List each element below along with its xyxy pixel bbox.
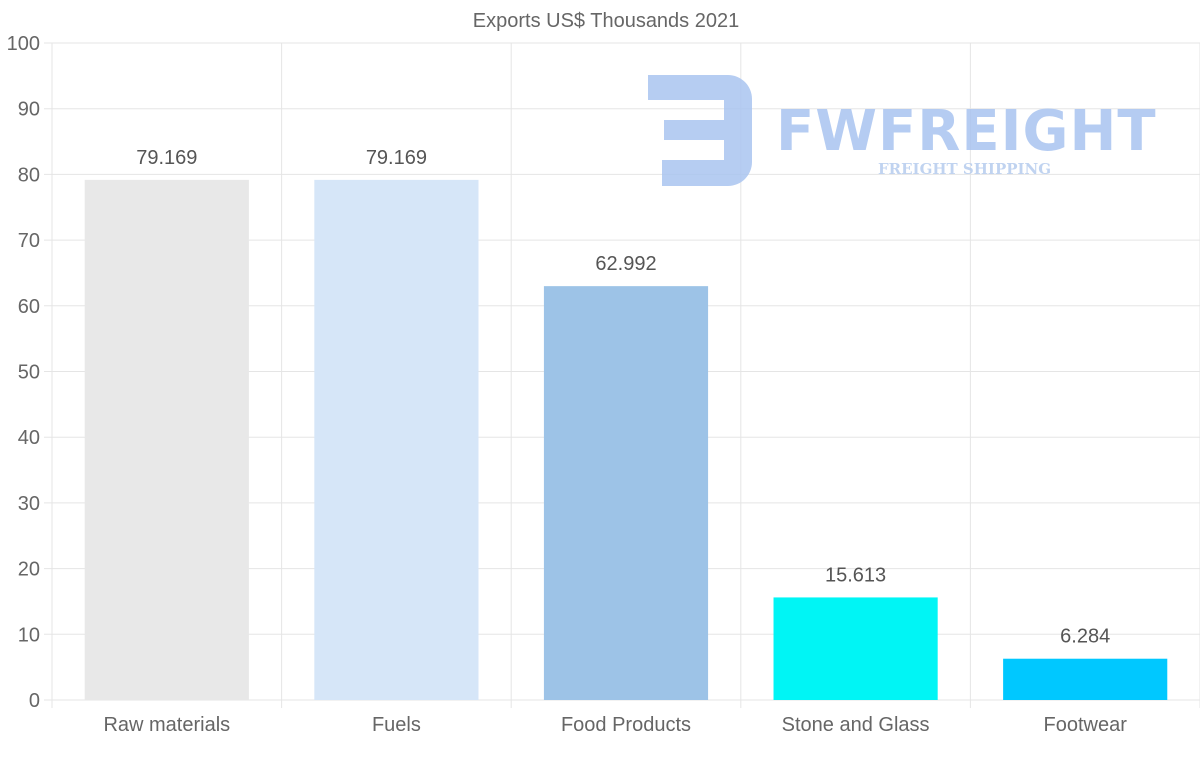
data-label: 62.992 [595,253,656,275]
bar[interactable] [773,597,938,700]
bars [84,179,1168,700]
y-tick-label: 80 [18,164,40,186]
x-axis: Raw materials Fuels Food Products Stone and… [103,714,1127,736]
bar[interactable] [314,179,479,700]
y-tick-label: 100 [7,33,40,55]
y-tick-label: 50 [18,362,40,384]
bar[interactable] [1003,658,1168,700]
x-tick-label: Footwear [1044,714,1128,736]
data-label: 15.613 [825,564,886,586]
x-tick-label: Stone and Glass [782,714,930,736]
chart-title: Exports US$ Thousands 2021 [473,10,739,32]
y-tick-label: 70 [18,230,40,252]
y-tick-label: 90 [18,99,40,121]
data-labels: 79.169 79.169 62.992 15.613 6.284 [136,147,1110,648]
y-tick-label: 40 [18,427,40,449]
y-tick-label: 10 [18,624,40,646]
fw-logo-icon [648,75,752,186]
bar[interactable] [543,286,709,700]
watermark-name: FWFREIGHT [776,99,1157,164]
watermark-logo: FWFREIGHT FREIGHT SHIPPING [648,75,1157,186]
y-tick-label: 20 [18,559,40,581]
data-label: 79.169 [366,147,427,169]
bar[interactable] [84,179,249,700]
y-axis: 0 10 20 30 40 50 60 70 80 90 100 [7,33,40,712]
x-tick-label: Raw materials [103,714,230,736]
y-tick-label: 0 [29,690,40,712]
data-label: 6.284 [1060,626,1110,648]
data-label: 79.169 [136,147,197,169]
x-tick-label: Fuels [372,714,421,736]
y-tick-label: 60 [18,296,40,318]
x-tick-label: Food Products [561,714,691,736]
watermark-tagline: FREIGHT SHIPPING [878,160,1051,178]
y-tick-label: 30 [18,493,40,515]
